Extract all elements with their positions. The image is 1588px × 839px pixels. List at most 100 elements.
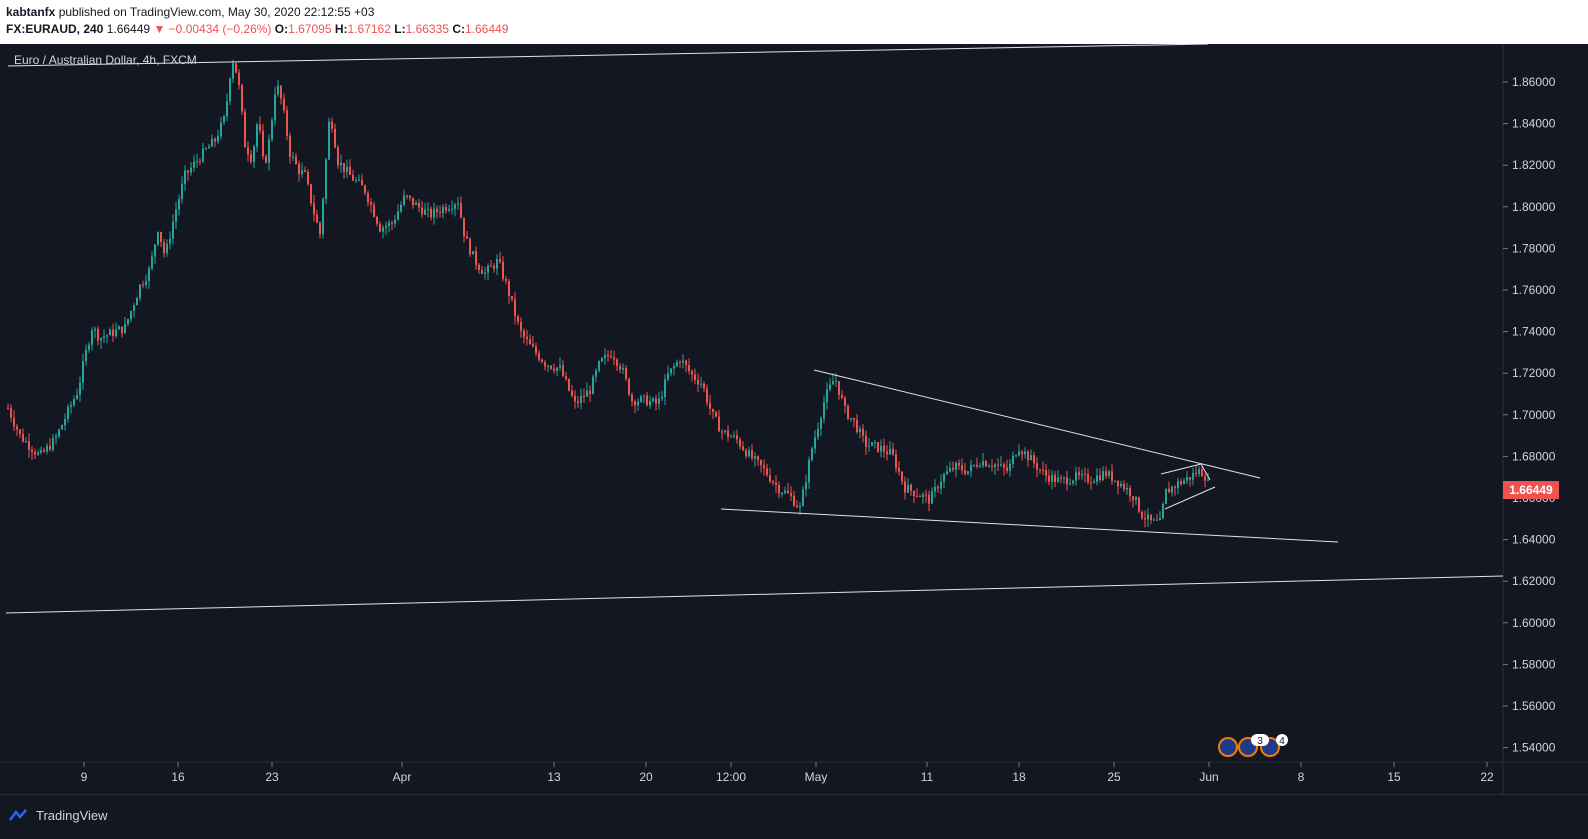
candle-body	[151, 256, 153, 269]
candle-body	[1117, 480, 1119, 487]
price-tick-label: 1.60000	[1512, 616, 1556, 630]
tradingview-cloud-icon	[9, 809, 27, 821]
candle-body	[415, 202, 417, 206]
candle-body	[877, 442, 879, 452]
candle-body	[922, 494, 924, 498]
candle-body	[256, 124, 258, 147]
candle-body	[247, 147, 249, 155]
candle-body	[289, 135, 291, 157]
lower-support-trendline[interactable]	[5, 575, 1504, 614]
candle-body	[103, 336, 105, 339]
flag-lower-line[interactable]	[1164, 486, 1216, 510]
candle-body	[577, 401, 579, 403]
candle-body	[400, 204, 402, 212]
author-name[interactable]: kabtanfx	[6, 5, 56, 19]
candle-body	[601, 357, 603, 362]
candle-body	[316, 214, 318, 223]
candle-body	[34, 452, 36, 455]
candle-body	[760, 459, 762, 466]
candle-body	[700, 383, 702, 385]
candle-body	[874, 442, 876, 444]
candle-body	[904, 481, 906, 493]
candle-body	[565, 376, 567, 379]
candle-body	[292, 156, 294, 158]
candle-body	[637, 401, 639, 406]
candle-body	[238, 72, 240, 85]
candle-body	[1171, 486, 1173, 493]
wedge-support-line[interactable]	[720, 508, 1339, 543]
down-arrow-icon: ▼	[153, 22, 166, 36]
price-axis[interactable]: 1.86000 1.84000 1.82000 1.80000 1.78000 1.760…	[1503, 75, 1556, 755]
chart-area[interactable]: Euro / Australian Dollar, 4h, FXCM 1.860…	[0, 43, 1588, 794]
candle-body	[229, 78, 231, 101]
price-tick-label: 1.54000	[1512, 741, 1556, 755]
candle-body	[880, 445, 882, 452]
candle-body	[1096, 475, 1098, 482]
candle-body	[382, 227, 384, 232]
candle-body	[895, 454, 897, 469]
candle-body	[178, 198, 180, 210]
price-tick-label: 1.76000	[1512, 283, 1556, 297]
high-label: H:	[334, 22, 348, 36]
candle-body	[949, 467, 951, 472]
candle-body	[61, 425, 63, 430]
close-value: 1.66449	[464, 22, 509, 36]
candle-body	[295, 156, 297, 165]
candle-body	[1099, 475, 1101, 481]
economic-events[interactable]: 3 4	[1218, 734, 1288, 757]
candle-body	[85, 349, 87, 362]
candle-body	[1081, 473, 1083, 476]
candle-body	[283, 98, 285, 111]
flag-upper-line[interactable]	[1160, 463, 1202, 475]
candle-body	[175, 209, 177, 222]
candle-body	[910, 484, 912, 491]
candle-body	[820, 418, 822, 429]
time-tick-label: 18	[1012, 770, 1026, 784]
candle-body	[736, 435, 738, 440]
wedge-resistance-line[interactable]	[813, 369, 1261, 479]
price-tick-label: 1.72000	[1512, 366, 1556, 380]
candle-body	[94, 328, 96, 331]
event-count-badge	[1276, 734, 1288, 746]
candle-body	[1123, 483, 1125, 490]
candle-body	[202, 148, 204, 162]
candle-body	[403, 195, 405, 205]
candle-body	[448, 209, 450, 211]
candle-body	[352, 174, 354, 181]
upper-channel-trendline[interactable]	[7, 43, 1209, 67]
candle-body	[82, 361, 84, 383]
candle-body	[643, 395, 645, 397]
candle-body	[1168, 488, 1170, 493]
candle-body	[181, 183, 183, 199]
candle-body	[1078, 472, 1080, 476]
candle-body	[604, 354, 606, 358]
candle-body	[388, 222, 390, 226]
tradingview-logo[interactable]: TradingView	[8, 805, 108, 825]
candle-body	[1150, 514, 1152, 521]
candle-body	[190, 167, 192, 173]
candle-body	[1105, 471, 1107, 477]
candle-body	[433, 208, 435, 218]
flag-right-line[interactable]	[1200, 463, 1211, 481]
candle-body	[838, 381, 840, 396]
candle-body	[397, 211, 399, 220]
australia-flag-icon[interactable]	[1218, 737, 1238, 757]
candle-body	[1003, 464, 1005, 468]
candle-body	[58, 429, 60, 437]
candle-body	[622, 367, 624, 370]
candle-body	[985, 461, 987, 467]
candles-layer	[7, 59, 1209, 528]
candle-body	[166, 243, 168, 254]
candle-body	[1183, 480, 1185, 484]
event-count-label: 4	[1279, 736, 1285, 747]
price-chart[interactable]: Euro / Australian Dollar, 4h, FXCM 1.860…	[0, 43, 1588, 794]
candle-body	[769, 475, 771, 482]
candle-body	[301, 170, 303, 174]
chart-background	[0, 44, 1588, 794]
candle-body	[796, 505, 798, 508]
trendlines-layer[interactable]	[5, 43, 1504, 614]
candle-body	[799, 505, 801, 508]
candle-body	[88, 344, 90, 350]
candle-body	[550, 365, 552, 369]
time-axis[interactable]: 9 16 23 Apr 13 20 12:00 May 11 18 25 Jun 8 15 22	[81, 762, 1494, 784]
